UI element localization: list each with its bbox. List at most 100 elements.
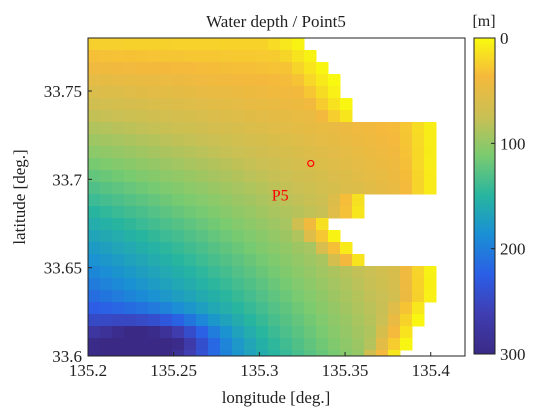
depth-cell (172, 314, 185, 327)
depth-cell (268, 302, 281, 315)
depth-cell (136, 206, 149, 219)
depth-cell (364, 266, 377, 279)
depth-cell (364, 278, 377, 291)
depth-cell (340, 170, 353, 183)
depth-cell (136, 326, 149, 339)
depth-cell (268, 158, 281, 171)
depth-cell (292, 50, 305, 63)
x-tick-label: 135.4 (412, 361, 451, 380)
depth-cell (256, 146, 269, 159)
depth-cell (208, 74, 221, 87)
depth-cell (196, 98, 209, 111)
depth-cell (244, 98, 257, 111)
depth-cell (316, 74, 329, 87)
depth-cell (112, 242, 125, 255)
depth-cell (352, 290, 365, 303)
depth-cell (148, 230, 161, 243)
depth-cell (160, 110, 173, 123)
depth-cell (304, 242, 317, 255)
depth-cell (232, 134, 245, 147)
depth-cell (232, 314, 245, 327)
depth-cell (220, 338, 233, 351)
depth-cell (244, 194, 257, 207)
depth-cell (328, 206, 341, 219)
depth-cell (232, 98, 245, 111)
depth-cell (88, 326, 101, 339)
depth-cell (412, 170, 425, 183)
depth-cell (388, 302, 401, 315)
depth-cell (388, 290, 401, 303)
depth-cell (244, 158, 257, 171)
depth-cell (388, 338, 401, 351)
depth-cell (256, 182, 269, 195)
depth-cell (220, 158, 233, 171)
depth-cell (172, 218, 185, 231)
depth-cell (268, 98, 281, 111)
depth-cell (124, 50, 137, 63)
depth-cell (88, 74, 101, 87)
depth-cell (172, 110, 185, 123)
depth-cell (244, 350, 257, 356)
depth-cell (256, 218, 269, 231)
depth-cell (160, 314, 173, 327)
depth-cell (172, 230, 185, 243)
depth-cell (112, 122, 125, 135)
depth-cell (124, 278, 137, 291)
depth-cell (304, 218, 317, 231)
depth-cell (112, 326, 125, 339)
depth-cell (136, 350, 149, 356)
depth-cell (184, 302, 197, 315)
depth-cell (280, 74, 293, 87)
depth-cell (388, 158, 401, 171)
depth-cell (316, 182, 329, 195)
depth-cell (256, 158, 269, 171)
depth-cell (196, 326, 209, 339)
depth-cell (148, 134, 161, 147)
depth-cell (124, 254, 137, 267)
depth-cell (232, 218, 245, 231)
depth-cell (244, 302, 257, 315)
depth-cell (172, 182, 185, 195)
depth-cell (112, 146, 125, 159)
depth-cell (316, 206, 329, 219)
depth-cell (100, 50, 113, 63)
colorbar-unit: [m] (472, 13, 495, 30)
depth-cell (196, 134, 209, 147)
depth-cell (316, 266, 329, 279)
depth-cell (124, 182, 137, 195)
depth-cell (112, 278, 125, 291)
y-axis-label: latitude [deg.] (10, 149, 29, 244)
depth-cell (376, 122, 389, 135)
depth-cell (304, 146, 317, 159)
depth-cell (376, 338, 389, 351)
depth-cell (232, 86, 245, 99)
depth-cell (112, 314, 125, 327)
depth-cell (136, 254, 149, 267)
depth-cell (148, 74, 161, 87)
depth-cell (112, 170, 125, 183)
depth-cell (268, 350, 281, 356)
depth-cell (316, 110, 329, 123)
depth-cell (256, 50, 269, 63)
depth-cell (124, 326, 137, 339)
depth-cell (256, 242, 269, 255)
depth-cell (148, 326, 161, 339)
depth-cell (304, 86, 317, 99)
depth-cell (328, 230, 341, 243)
depth-cell (88, 170, 101, 183)
depth-cell (340, 302, 353, 315)
depth-cell (160, 182, 173, 195)
depth-cell (400, 134, 413, 147)
depth-cell (376, 278, 389, 291)
depth-cell (292, 290, 305, 303)
depth-cell (100, 302, 113, 315)
depth-cell (376, 170, 389, 183)
depth-cell (340, 242, 353, 255)
depth-cell (160, 62, 173, 75)
depth-cell (184, 38, 197, 51)
depth-cell (400, 158, 413, 171)
depth-cell (256, 122, 269, 135)
depth-cell (148, 62, 161, 75)
depth-cell (172, 290, 185, 303)
depth-cell (88, 110, 101, 123)
